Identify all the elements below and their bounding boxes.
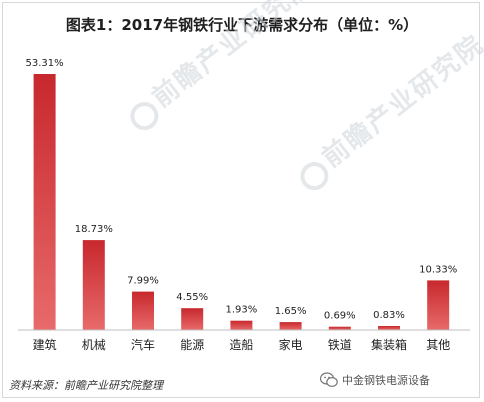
category-label: 家电 [279, 337, 303, 352]
bar-铁道 [328, 326, 351, 330]
value-label: 0.69% [324, 311, 356, 322]
bar-建筑 [33, 74, 56, 330]
bar-能源 [181, 308, 204, 330]
bar-集装箱 [378, 326, 400, 330]
wechat-account: 中金钢铁电源设备 [320, 372, 430, 388]
chart-title: 图表1：2017年钢铁行业下游需求分布（单位：%） [65, 16, 419, 34]
category-label: 铁道 [328, 338, 352, 352]
value-label: 7.99% [127, 276, 159, 287]
value-label: 53.31% [26, 58, 64, 69]
category-label: 建筑 [33, 337, 57, 352]
value-label: 10.33% [419, 264, 457, 275]
bar-机械 [82, 240, 105, 330]
category-label: 能源 [180, 338, 204, 352]
category-label: 机械 [82, 337, 106, 352]
wechat-icon [320, 372, 338, 388]
value-label: 1.65% [275, 306, 307, 317]
bar-其他 [427, 280, 450, 330]
category-label: 汽车 [131, 337, 155, 352]
category-label: 造船 [229, 338, 253, 352]
category-label: 其他 [426, 338, 450, 352]
value-label: 0.83% [373, 310, 405, 321]
category-label: 集装箱 [371, 337, 407, 352]
bar-造船 [230, 320, 253, 330]
wechat-label: 中金钢铁电源设备 [342, 374, 430, 387]
value-label: 4.55% [176, 292, 208, 303]
value-label: 1.93% [226, 305, 258, 316]
source-note: 资料来源：前瞻产业研究院整理 [9, 379, 163, 392]
bar-家电 [279, 322, 302, 330]
bar-汽车 [132, 291, 154, 330]
chart-frame [2, 2, 480, 398]
value-label: 18.73% [75, 224, 113, 235]
